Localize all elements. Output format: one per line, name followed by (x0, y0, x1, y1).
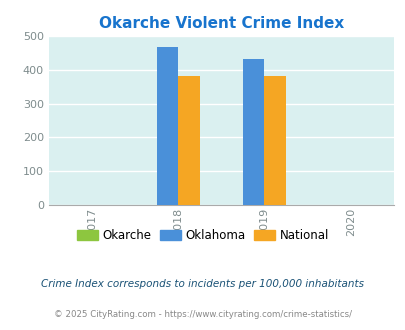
Bar (178, 76, 199, 205)
Bar (264, 76, 285, 205)
Bar (156, 48, 178, 205)
Text: Crime Index corresponds to incidents per 100,000 inhabitants: Crime Index corresponds to incidents per… (41, 279, 364, 289)
Title: Okarche Violent Crime Index: Okarche Violent Crime Index (98, 16, 343, 31)
Legend: Okarche, Oklahoma, National: Okarche, Oklahoma, National (72, 224, 333, 247)
Bar (242, 59, 264, 205)
Text: © 2025 CityRating.com - https://www.cityrating.com/crime-statistics/: © 2025 CityRating.com - https://www.city… (54, 310, 351, 319)
